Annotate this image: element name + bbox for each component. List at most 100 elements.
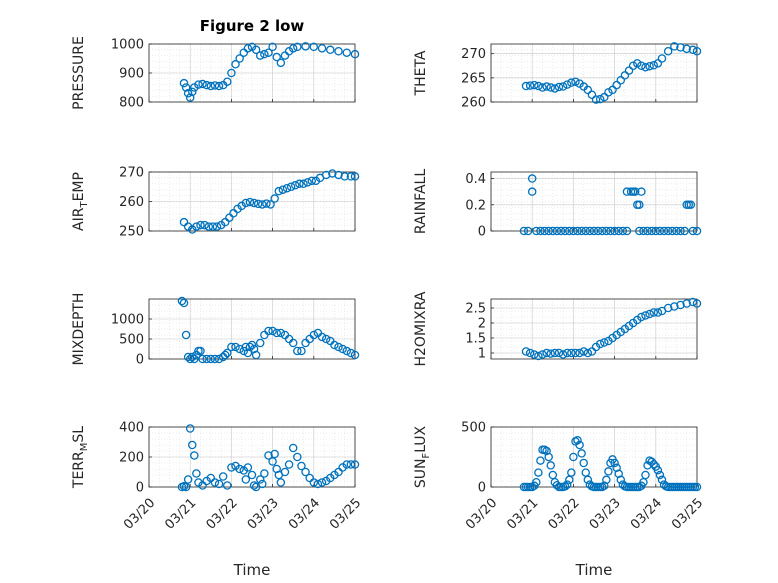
data-point — [527, 187, 537, 196]
data-point — [655, 226, 665, 236]
data-point — [328, 169, 337, 178]
data-point — [571, 77, 580, 86]
data-point — [268, 326, 277, 336]
data-point — [334, 170, 343, 180]
data-point — [583, 85, 593, 95]
data-point — [591, 95, 601, 104]
data-point — [231, 60, 240, 69]
data-point — [635, 226, 644, 236]
data-point — [595, 339, 605, 349]
data-point — [264, 48, 273, 57]
data-point — [523, 226, 533, 236]
data-point — [655, 470, 665, 480]
data-point — [544, 226, 553, 236]
data-point — [188, 87, 197, 97]
data-point — [297, 346, 306, 356]
subplot-airemp: 250 260 270 AIRTEMP — [71, 166, 360, 240]
data-point — [657, 54, 667, 63]
data-point — [299, 179, 308, 189]
y-tick-label: 1000 — [111, 38, 144, 53]
data-point — [595, 94, 605, 104]
data-point — [198, 354, 207, 364]
data-point — [604, 467, 613, 476]
data-point — [548, 226, 558, 236]
data-point — [293, 346, 302, 356]
subplot-h2omixra: 11.522.5 H2OMIXRA — [413, 291, 702, 367]
data-point — [692, 482, 702, 492]
data-point — [346, 460, 356, 469]
data-point — [633, 59, 642, 68]
data-point — [214, 354, 224, 364]
data-point — [280, 467, 290, 477]
data-point — [338, 344, 347, 354]
data-point — [680, 226, 689, 236]
data-point — [585, 226, 595, 236]
y-tick-label: 260 — [119, 195, 144, 210]
data-point — [692, 226, 702, 236]
y-tick-label: 260 — [461, 96, 486, 111]
data-point — [227, 342, 236, 352]
data-point — [583, 348, 593, 358]
y-tick-label: 2 — [478, 317, 486, 332]
data-point — [597, 226, 607, 236]
data-point — [249, 481, 259, 490]
data-point — [188, 352, 197, 362]
data-point — [567, 78, 576, 87]
x-tick-label: 03/20 — [121, 496, 158, 533]
data-point — [688, 45, 698, 55]
data-point — [200, 220, 209, 230]
x-axis-label-left: Time — [233, 561, 271, 579]
data-point — [241, 475, 251, 484]
data-point — [577, 449, 586, 458]
data-point — [688, 297, 698, 307]
data-point — [630, 187, 640, 196]
y-tick-label: 1000 — [111, 313, 144, 328]
data-point — [212, 222, 222, 231]
data-point — [346, 348, 356, 358]
data-point — [270, 194, 279, 203]
data-point — [243, 44, 253, 53]
y-tick-label: 270 — [119, 166, 144, 181]
data-point — [641, 311, 650, 320]
data-point — [532, 477, 541, 487]
y-tick-label: 1 — [478, 347, 486, 362]
data-point — [554, 82, 564, 92]
data-point — [227, 463, 236, 472]
data-point — [227, 68, 236, 78]
data-point — [560, 482, 570, 491]
data-point — [251, 350, 261, 360]
data-point — [610, 458, 619, 468]
data-point — [608, 85, 617, 95]
x-tick-label: 03/24 — [628, 496, 665, 533]
data-point — [317, 44, 327, 53]
data-point — [309, 478, 319, 487]
data-point — [567, 348, 576, 358]
data-point — [542, 348, 551, 358]
data-point — [198, 79, 207, 89]
data-point — [556, 226, 566, 236]
data-point — [210, 81, 220, 90]
data-point — [270, 449, 279, 459]
data-point — [278, 185, 288, 194]
data-point — [649, 61, 658, 70]
data-point — [301, 467, 310, 477]
data-point — [185, 93, 195, 102]
data-point — [560, 226, 570, 236]
data-point — [258, 479, 267, 489]
data-point — [624, 66, 634, 75]
data-point — [192, 222, 201, 231]
subplot-theta: 260 265 270 THETA — [413, 42, 702, 111]
data-point — [268, 42, 277, 52]
data-point — [670, 42, 679, 51]
data-point — [188, 440, 197, 450]
data-point — [575, 348, 584, 358]
data-point — [550, 348, 560, 358]
x-tick-label: 03/20 — [463, 496, 500, 533]
subplot-pressure: 800 900 1000 PRESSURE — [71, 36, 360, 111]
y-tick-label: 500 — [119, 333, 144, 348]
data-point — [190, 451, 199, 460]
data-point — [602, 475, 611, 485]
y-axis-label: H2OMIXRA — [413, 291, 429, 366]
data-point — [243, 463, 253, 472]
data-point — [579, 458, 588, 468]
